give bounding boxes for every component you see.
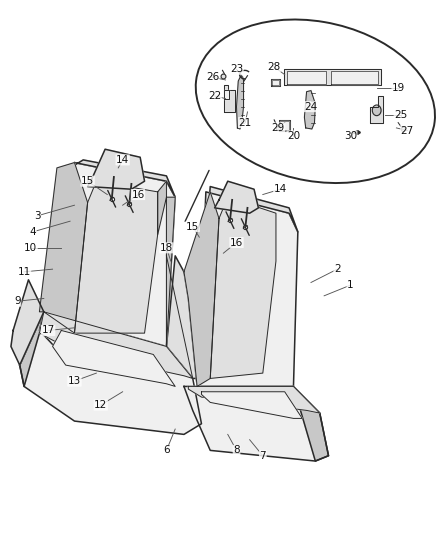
Polygon shape — [53, 330, 175, 386]
Text: 25: 25 — [394, 110, 407, 119]
Text: 16: 16 — [230, 238, 243, 247]
Text: 29: 29 — [272, 123, 285, 133]
Polygon shape — [210, 197, 276, 378]
Polygon shape — [166, 256, 215, 378]
Polygon shape — [331, 71, 378, 84]
Text: 28: 28 — [267, 62, 280, 71]
Text: 30: 30 — [344, 131, 357, 141]
Text: 8: 8 — [233, 446, 240, 455]
Text: 6: 6 — [163, 446, 170, 455]
Polygon shape — [70, 160, 175, 197]
Text: 27: 27 — [401, 126, 414, 135]
Polygon shape — [284, 69, 381, 85]
Polygon shape — [88, 149, 145, 189]
Polygon shape — [184, 386, 328, 461]
Text: 24: 24 — [304, 102, 318, 111]
Polygon shape — [293, 386, 328, 461]
Text: 19: 19 — [392, 83, 405, 93]
Text: 18: 18 — [160, 243, 173, 253]
Text: 14: 14 — [274, 184, 287, 194]
Text: 9: 9 — [14, 296, 21, 306]
Ellipse shape — [196, 20, 435, 183]
Polygon shape — [39, 163, 175, 349]
Text: 3: 3 — [34, 211, 41, 221]
Polygon shape — [272, 80, 279, 85]
Polygon shape — [20, 312, 44, 386]
Text: 7: 7 — [259, 451, 266, 461]
Polygon shape — [188, 386, 320, 413]
Polygon shape — [39, 312, 193, 378]
Text: 15: 15 — [81, 176, 94, 186]
Polygon shape — [370, 96, 383, 123]
Text: 2: 2 — [334, 264, 341, 274]
Text: 22: 22 — [208, 91, 221, 101]
Polygon shape — [184, 192, 219, 386]
Text: 17: 17 — [42, 326, 55, 335]
Text: 13: 13 — [68, 376, 81, 386]
Polygon shape — [20, 312, 201, 434]
Text: 4: 4 — [29, 227, 36, 237]
Polygon shape — [237, 76, 244, 129]
Text: 15: 15 — [186, 222, 199, 231]
Polygon shape — [271, 79, 280, 86]
Polygon shape — [184, 192, 298, 386]
Text: 20: 20 — [287, 131, 300, 141]
Text: 14: 14 — [116, 155, 129, 165]
Polygon shape — [158, 181, 175, 346]
Polygon shape — [280, 121, 289, 130]
Polygon shape — [215, 181, 258, 213]
Text: 1: 1 — [347, 280, 354, 290]
Polygon shape — [201, 392, 302, 418]
Polygon shape — [279, 120, 290, 131]
Text: 21: 21 — [239, 118, 252, 127]
Polygon shape — [74, 181, 158, 333]
Polygon shape — [224, 85, 235, 112]
Polygon shape — [304, 91, 315, 129]
Polygon shape — [11, 280, 44, 365]
Polygon shape — [287, 71, 326, 84]
Text: 23: 23 — [230, 64, 243, 74]
Text: 12: 12 — [94, 400, 107, 410]
Text: 11: 11 — [18, 267, 31, 277]
Text: 26: 26 — [206, 72, 219, 82]
Polygon shape — [39, 163, 88, 333]
Text: 16: 16 — [131, 190, 145, 199]
Polygon shape — [201, 187, 298, 304]
Text: 10: 10 — [24, 243, 37, 253]
Polygon shape — [224, 90, 229, 99]
